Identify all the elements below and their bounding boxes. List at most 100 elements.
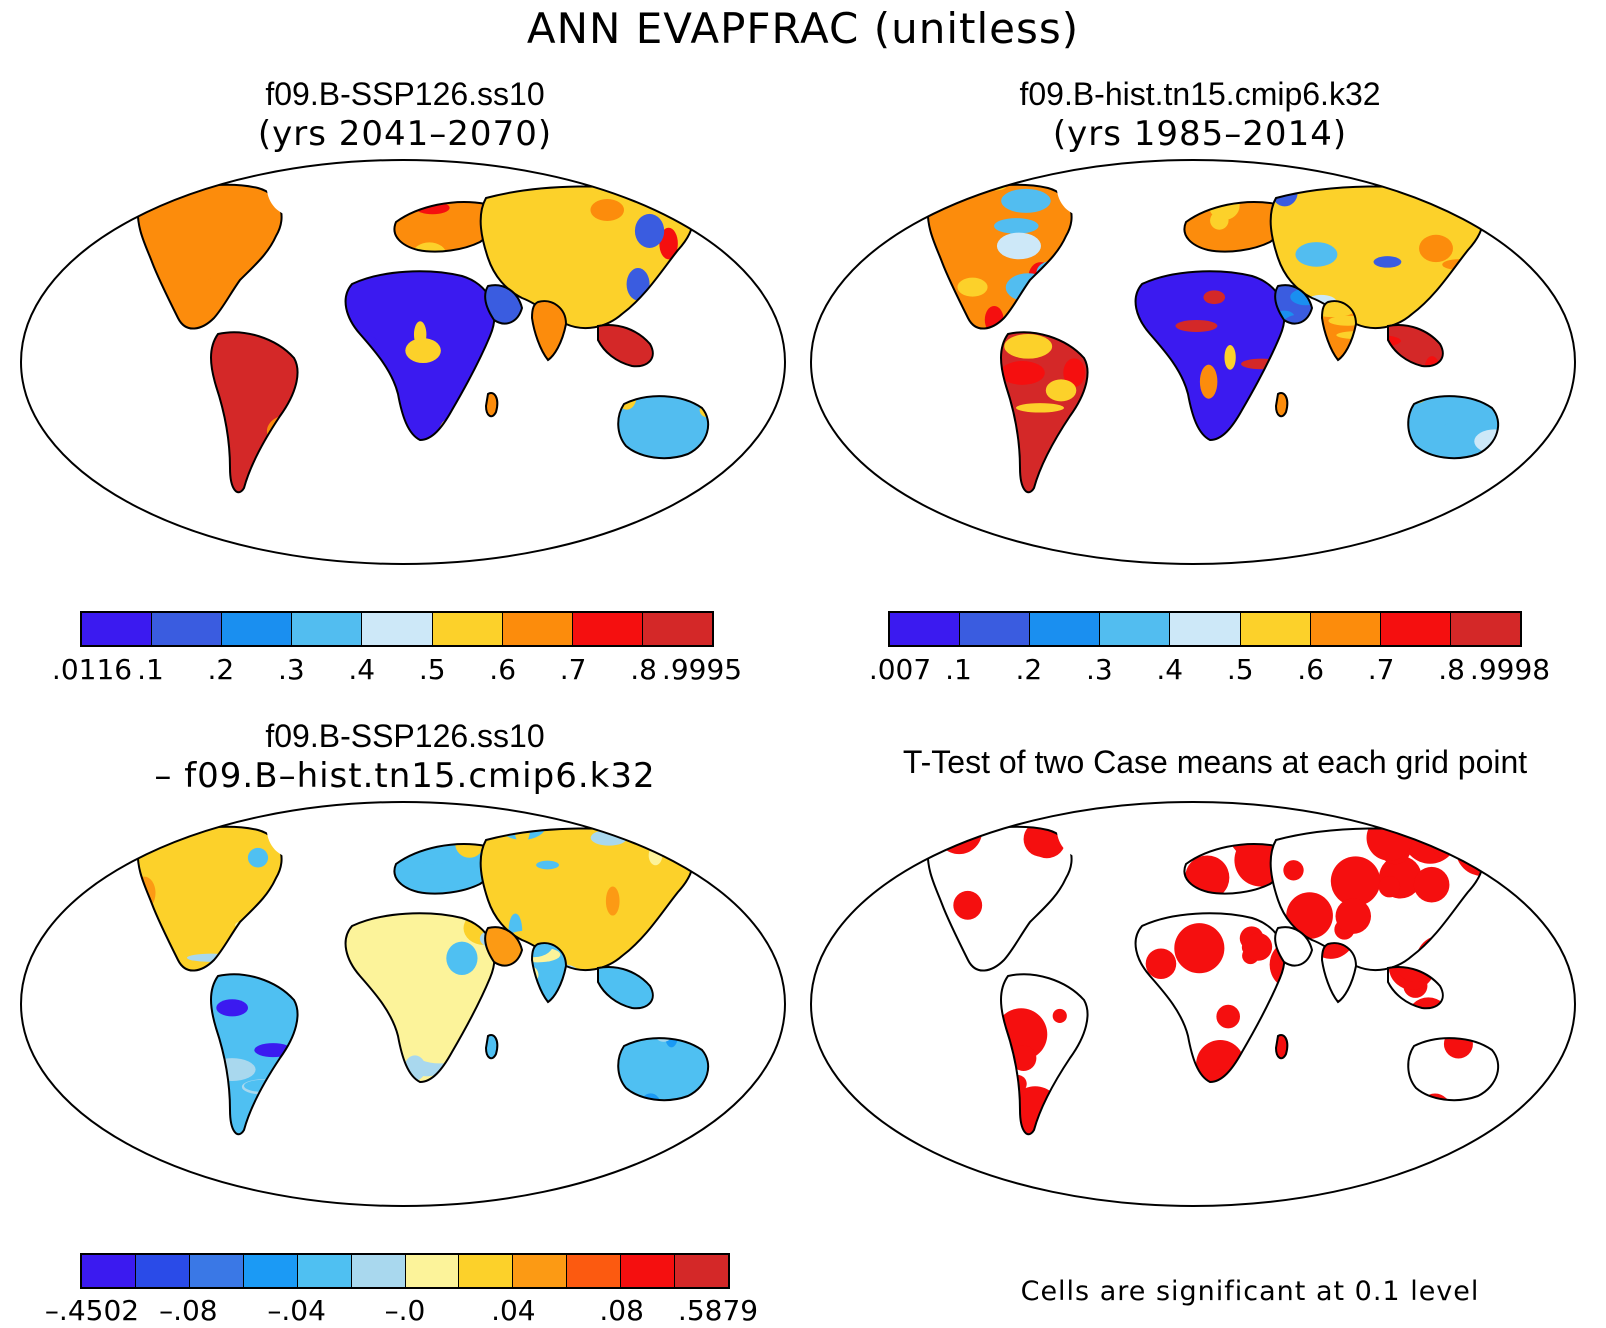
colorbar-swatch xyxy=(1170,613,1241,645)
colorbar-swatch xyxy=(513,1255,568,1287)
significant-cell xyxy=(1244,932,1273,961)
continent-antarctica xyxy=(168,1167,648,1198)
colorbar-tick-label: .3 xyxy=(277,653,305,686)
field-patch xyxy=(126,191,152,204)
field-patch xyxy=(1400,181,1440,194)
colorbar-tick-label: –.08 xyxy=(159,1294,218,1327)
field-patch xyxy=(686,188,721,211)
colorbar-swatch xyxy=(890,613,961,645)
field-patch xyxy=(405,338,441,364)
field-patch xyxy=(656,176,704,197)
significant-cell xyxy=(1450,828,1477,855)
coastline xyxy=(1134,912,1286,1084)
panel-2-colorbar-labels: .007 .1 .2 .3 .4 .5 .6 .7 .8.9998 xyxy=(869,653,1550,687)
coastline xyxy=(1274,284,1314,325)
significant-cell xyxy=(1216,1004,1240,1029)
coastline xyxy=(136,825,283,972)
colorbar-tick-label: .3 xyxy=(1085,653,1113,686)
significant-cell xyxy=(1366,828,1413,861)
colorbar-tick-label: .5879 xyxy=(677,1294,759,1327)
coastline xyxy=(1407,1037,1500,1102)
continent-southAmerica xyxy=(211,332,298,493)
coastline xyxy=(1274,392,1289,418)
colorbar-tick-label: .9995 xyxy=(661,653,743,686)
continent-asia xyxy=(1270,828,1484,971)
colorbar-tick-label: .9998 xyxy=(1469,653,1551,686)
significant-cell xyxy=(1276,1034,1288,1059)
coastline xyxy=(484,392,499,418)
field-patch xyxy=(665,828,694,855)
colorbar-swatch xyxy=(135,1255,190,1287)
colorbar-tick-label: .7 xyxy=(1367,653,1395,686)
continent-northAmerica xyxy=(137,826,282,971)
field-patch xyxy=(1336,331,1356,340)
field-patch xyxy=(147,168,181,189)
coastline xyxy=(1134,270,1286,442)
colorbar-tick-label: –.04 xyxy=(267,1294,326,1327)
field-patch xyxy=(590,199,625,222)
continent-madagascar xyxy=(486,392,498,417)
continent-greenland xyxy=(266,173,324,214)
colorbar-swatch xyxy=(243,1255,298,1287)
colorbar-swatch xyxy=(189,1255,244,1287)
field-patch xyxy=(116,176,140,194)
colorbar-swatch xyxy=(1240,613,1311,645)
colorbar-tick-label: .08 xyxy=(599,1294,644,1327)
colorbar-tick-label: .5 xyxy=(1226,653,1254,686)
field-patch xyxy=(514,828,531,845)
significant-cell xyxy=(1283,860,1304,881)
colorbar-swatch xyxy=(82,613,153,645)
field-patch xyxy=(411,847,455,865)
coastline xyxy=(1000,331,1089,494)
colorbar-tick-label: .5 xyxy=(418,653,446,686)
field-patch xyxy=(910,196,928,206)
field-patch xyxy=(116,183,155,198)
colorbar-tick-label: .0116 xyxy=(51,653,133,686)
coastline xyxy=(393,843,496,895)
field-patch xyxy=(1424,356,1440,367)
map-border xyxy=(20,801,786,1207)
coastline xyxy=(1274,1034,1289,1060)
field-patch xyxy=(492,927,514,952)
significant-cell xyxy=(1052,1008,1067,1024)
colorbar-swatch xyxy=(362,613,433,645)
continent-africa xyxy=(1135,271,1285,440)
field-patch xyxy=(996,232,1041,260)
field-patch xyxy=(664,1038,679,1048)
significant-cell xyxy=(1465,836,1496,867)
field-patch xyxy=(147,168,166,195)
significant-cell xyxy=(1459,830,1492,863)
continent-australia xyxy=(618,1038,709,1101)
field-patch xyxy=(121,841,135,854)
field-patch xyxy=(638,173,667,194)
colorbar-swatch xyxy=(292,613,363,645)
colorbar-swatch xyxy=(1310,613,1381,645)
field-patch xyxy=(1370,173,1384,184)
colorbar-tick-label: .8 xyxy=(630,653,657,686)
colorbar-tick-label: .1 xyxy=(137,653,164,686)
field-patch xyxy=(661,834,684,853)
coastline xyxy=(1387,966,1444,1010)
field-patch xyxy=(680,178,727,207)
field-patch xyxy=(1203,290,1226,305)
significant-cell xyxy=(1286,892,1333,939)
field-patch xyxy=(678,192,714,203)
continent-asia xyxy=(1270,186,1484,329)
coastline xyxy=(1183,201,1286,253)
field-patch xyxy=(1479,189,1502,217)
field-patch xyxy=(1175,319,1218,332)
colorbar-swatch xyxy=(459,1255,514,1287)
field-patch xyxy=(1224,345,1236,370)
field-patch xyxy=(699,166,734,202)
colorbar-tick-label: .6 xyxy=(489,653,517,686)
coastline xyxy=(530,942,568,1004)
continent-greenland xyxy=(266,815,324,856)
coastline xyxy=(344,912,496,1084)
colorbar-tick-label: .1 xyxy=(945,653,972,686)
field-patch xyxy=(659,227,678,260)
field-patch xyxy=(1210,211,1229,230)
field-patch xyxy=(626,812,673,835)
field-patch xyxy=(412,242,447,252)
field-patch xyxy=(1063,358,1085,388)
continent-greenland xyxy=(1056,815,1114,856)
